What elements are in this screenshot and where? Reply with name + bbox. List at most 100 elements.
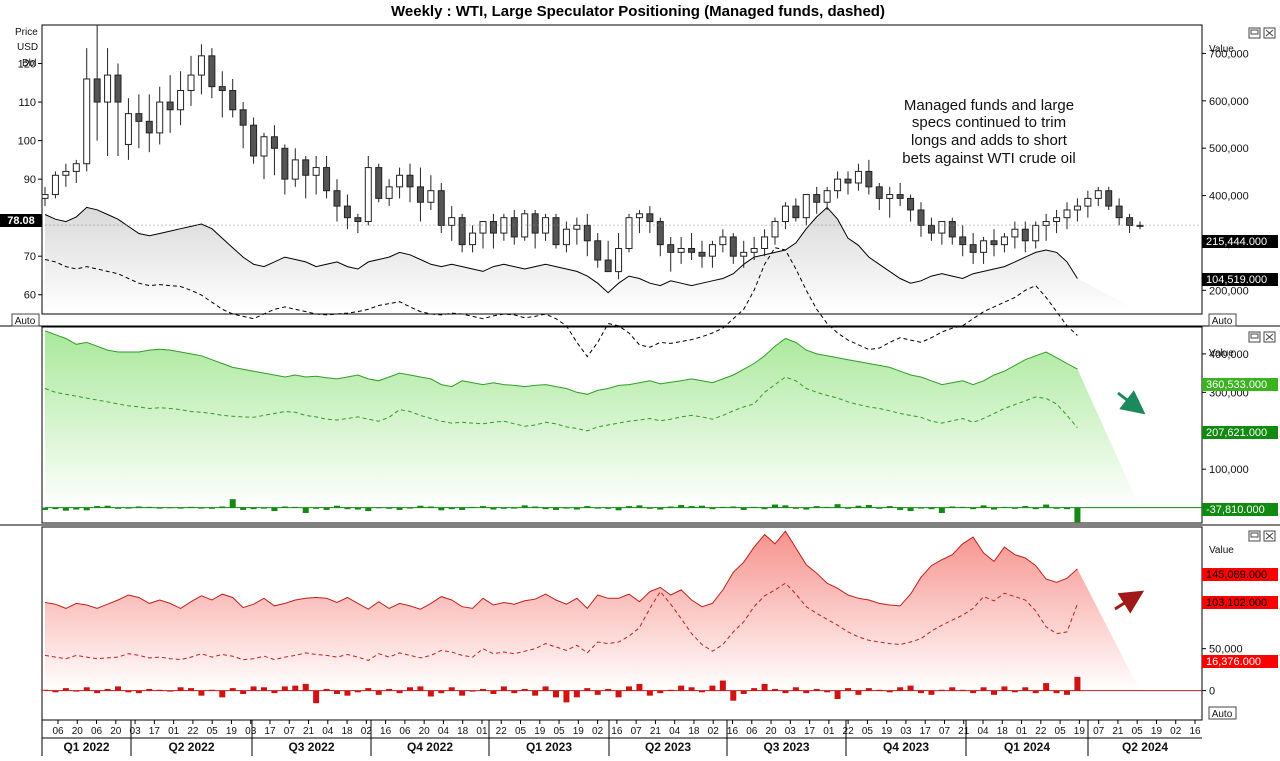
panel2-frame	[41, 326, 1203, 524]
candle-body	[562, 228, 570, 246]
candle-body	[166, 101, 174, 111]
shorts-change-bar	[438, 690, 445, 694]
shorts-change-bar	[792, 687, 799, 691]
x-week-label: 05	[553, 726, 565, 737]
x-week-label: 04	[669, 726, 681, 737]
candle-body	[187, 74, 195, 92]
auto-scale-right-button[interactable]: Auto	[1208, 313, 1237, 327]
restore-icon[interactable]	[1248, 331, 1261, 343]
auto-label: Auto	[1212, 316, 1233, 327]
candle-body	[208, 55, 216, 88]
longs-change-bar	[386, 507, 393, 509]
longs-change-bar	[354, 507, 361, 510]
longs-change-bar	[146, 506, 153, 508]
shorts-change-bar	[365, 688, 372, 691]
candle-body	[980, 240, 988, 253]
candle-body	[1032, 224, 1040, 242]
shorts-change-bar	[584, 688, 591, 691]
shorts-change-bar	[949, 687, 956, 691]
longs-change-bar	[261, 507, 267, 509]
shorts-change-bar	[1001, 686, 1008, 691]
candle-body	[197, 55, 205, 76]
candle-body	[270, 136, 278, 149]
shorts-change-bar	[918, 690, 924, 694]
longs-change-bar	[657, 507, 664, 510]
candle-body	[354, 217, 362, 223]
annotation-line-4: bets against WTI crude oil	[902, 150, 1075, 167]
shorts-change-bar	[344, 690, 351, 696]
panel3-window-buttons	[1248, 530, 1276, 542]
x-week-label: 07	[939, 726, 951, 737]
shorts-change-bar	[605, 688, 612, 691]
shorts-change-bar	[542, 686, 549, 691]
longs-change-bar	[365, 507, 372, 512]
auto-scale-left-button[interactable]: Auto	[11, 313, 40, 327]
shorts-change-bar	[751, 688, 758, 691]
x-week-label: 17	[920, 726, 932, 737]
longs-change-bar	[928, 507, 935, 510]
longs-change-bar	[438, 507, 445, 511]
quarter-label: Q2 2022	[168, 740, 214, 754]
candle-body	[364, 167, 372, 223]
longs-change-bar	[302, 507, 309, 514]
quarter-label: Q1 2022	[63, 740, 109, 754]
shorts-change-bar	[313, 690, 320, 704]
panel1-frame	[41, 24, 1203, 315]
restore-icon-inner	[1250, 29, 1259, 35]
quarter-label: Q2 2023	[645, 740, 691, 754]
candle-body	[844, 178, 852, 184]
panel3-value-header: Value	[1209, 545, 1234, 556]
longs-change-bar	[73, 507, 80, 510]
longs-change-bar	[271, 507, 278, 512]
candle-body	[677, 247, 685, 253]
candle-body	[385, 186, 393, 199]
longs-change-bar	[511, 507, 518, 509]
x-week-label: 21	[1112, 726, 1124, 737]
longs-change-bar	[229, 499, 236, 508]
shorts-change-bar	[167, 690, 174, 692]
quarter-label: Q4 2023	[883, 740, 929, 754]
shorts-change-bar	[688, 687, 695, 691]
shorts-change-bar	[657, 690, 664, 694]
longs-change-bar	[991, 507, 997, 510]
annotation-line-2: specs continued to trim	[912, 114, 1066, 131]
auto-label: Auto	[15, 316, 36, 327]
candle-body	[719, 236, 727, 246]
x-week-label: 18	[997, 726, 1009, 737]
shorts-change-bar	[719, 680, 726, 691]
price-tick-label: 60	[24, 290, 36, 302]
shorts-change-bar	[1074, 676, 1081, 691]
shorts-change-bar	[1032, 690, 1039, 694]
shorts-change-bar	[772, 688, 778, 691]
managed-funds-shorts-line	[44, 582, 1078, 661]
longs-change-bar	[886, 506, 893, 508]
last-value-badge-longs-solid: 360,533.000	[1202, 378, 1278, 391]
candle-body	[771, 221, 779, 238]
auto-scale-panel3-button[interactable]: Auto	[1208, 706, 1237, 720]
candle-body	[469, 232, 477, 246]
positioning-area	[45, 207, 1140, 312]
panel2-longs	[42, 330, 1202, 523]
longs-change-bar	[573, 507, 580, 510]
candle-body	[1105, 190, 1113, 207]
longs-change-bar	[407, 507, 413, 509]
candle-body	[625, 217, 633, 249]
shorts-change-bar	[1064, 690, 1070, 695]
candle-body	[729, 236, 737, 257]
x-week-label: 01	[476, 726, 488, 737]
candle-body	[156, 101, 164, 134]
shorts-change-bar	[740, 690, 747, 694]
shorts-change-bar	[83, 687, 90, 691]
shorts-change-bar	[104, 688, 111, 691]
candle-body	[375, 167, 383, 199]
shorts-change-bar	[240, 690, 247, 694]
value-tick-label: 500,000	[1209, 143, 1249, 155]
x-week-label: 01	[1016, 726, 1028, 737]
x-week-label: 19	[1151, 726, 1163, 737]
x-week-label: 05	[862, 726, 874, 737]
x-week-label: 05	[1055, 726, 1067, 737]
shorts-change-bar	[208, 689, 215, 691]
restore-icon[interactable]	[1248, 27, 1261, 39]
x-week-label: 05	[207, 726, 219, 737]
restore-icon[interactable]	[1248, 530, 1261, 542]
